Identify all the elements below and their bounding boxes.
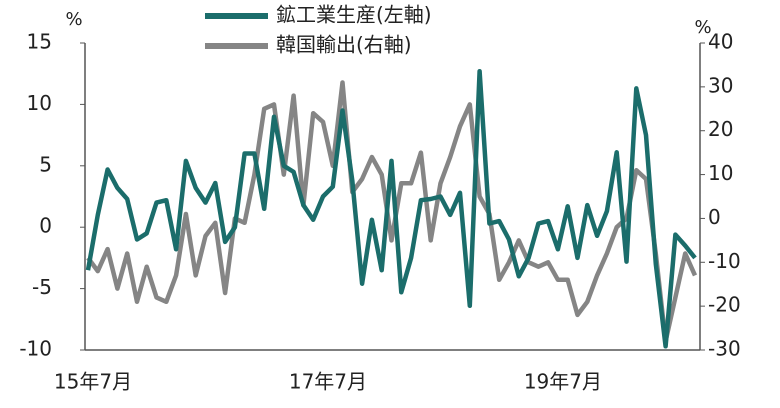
y2-unit: % xyxy=(694,17,711,38)
y2-tick-label: -10 xyxy=(708,249,741,273)
x-tick-label: 15年7月 xyxy=(54,370,132,394)
x-tick-label: 19年7月 xyxy=(524,370,602,394)
y2-tick-label: 0 xyxy=(708,205,721,229)
legend-label: 韓国輸出(右軸) xyxy=(276,33,412,57)
y2-tick-label: -20 xyxy=(708,293,741,317)
y-tick-label: -5 xyxy=(32,275,52,299)
legend-label: 鉱工業生産(左軸) xyxy=(276,3,432,27)
y-tick-label: 0 xyxy=(39,214,52,238)
y2-tick-label: 10 xyxy=(708,161,733,185)
x-tick-label: 17年7月 xyxy=(289,370,367,394)
y2-tick-label: 30 xyxy=(708,73,733,97)
y2-tick-label: 40 xyxy=(708,30,733,54)
y-tick-label: 5 xyxy=(39,152,52,176)
y-tick-label: -10 xyxy=(19,337,52,361)
series-line xyxy=(85,68,697,349)
y2-tick-label: 20 xyxy=(708,117,733,141)
y2-tick-label: -30 xyxy=(708,337,741,361)
series-line xyxy=(86,80,698,344)
y-tick-label: 10 xyxy=(27,91,52,115)
y-tick-label: 15 xyxy=(27,30,52,54)
y-unit: % xyxy=(65,9,82,30)
